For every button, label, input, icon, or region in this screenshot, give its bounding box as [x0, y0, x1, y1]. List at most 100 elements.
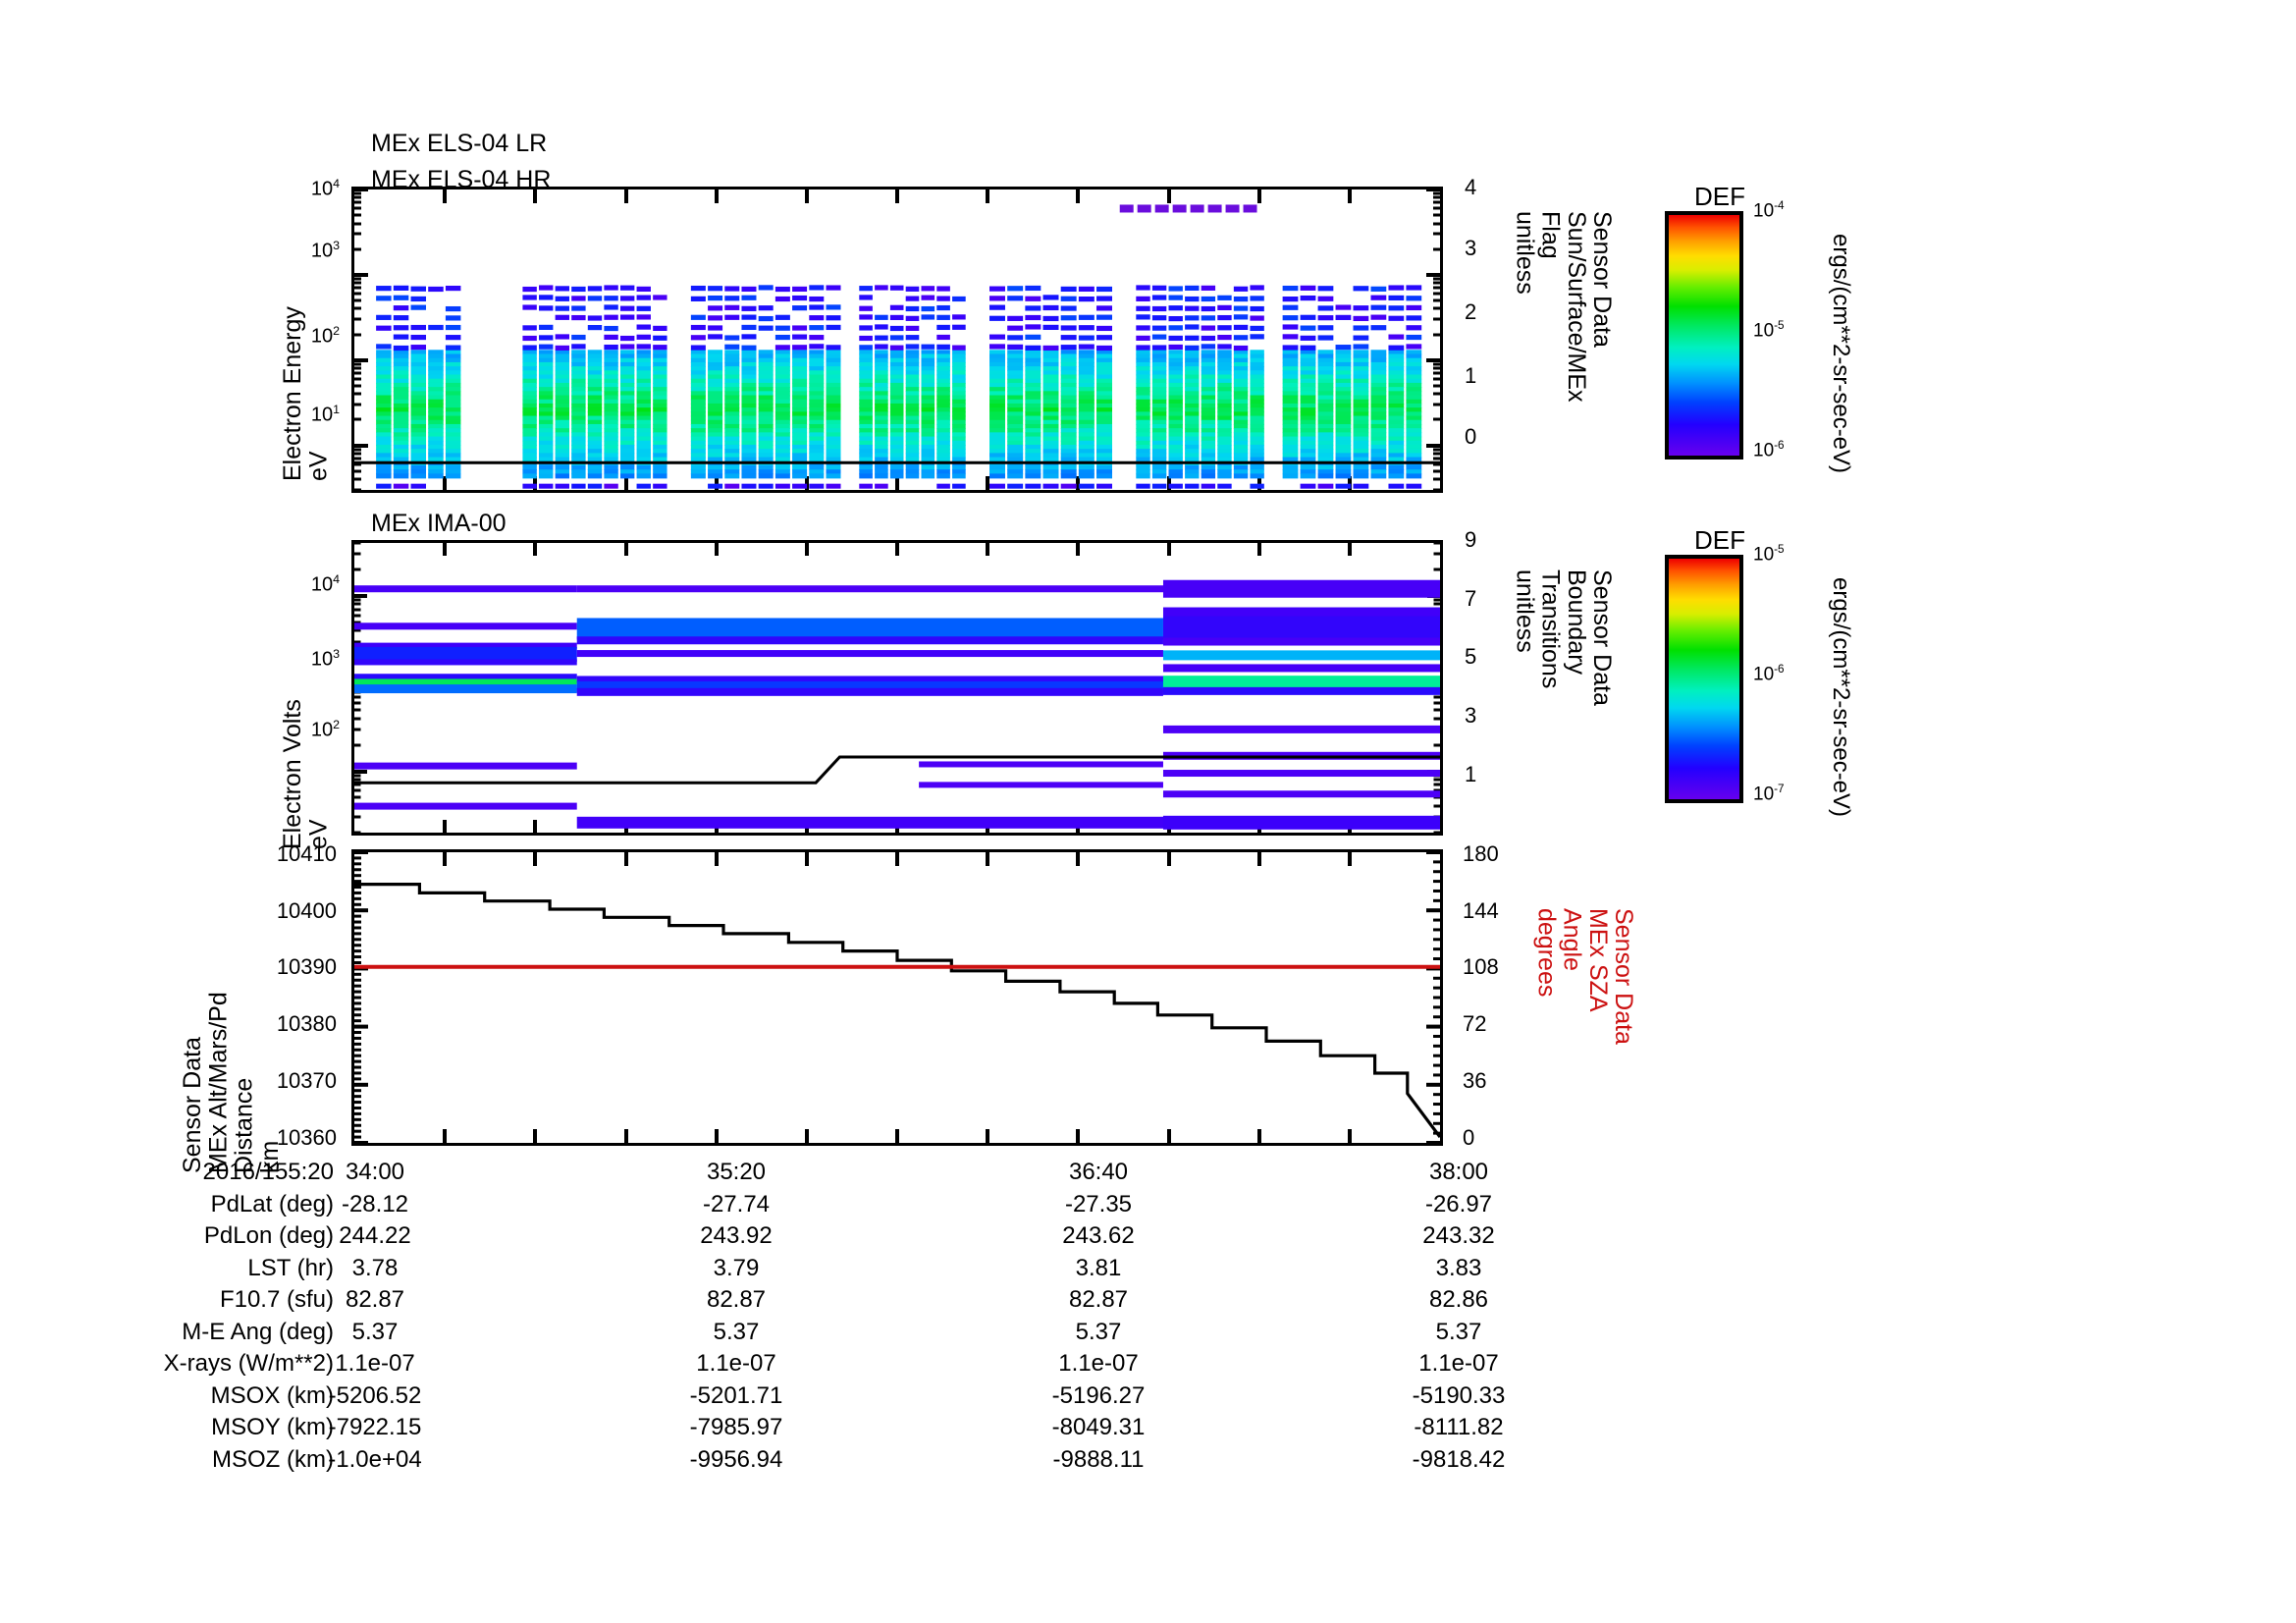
table-cell: -5206.52 — [328, 1381, 422, 1409]
panel2-plot[interactable] — [351, 540, 1443, 836]
panel1-plot[interactable] — [351, 187, 1443, 493]
table-row-label: PdLon (deg) — [203, 1222, 334, 1249]
table-cell: -9818.42 — [1412, 1445, 1506, 1473]
table-row-label: LST (hr) — [247, 1254, 334, 1281]
panel2-spectrogram — [354, 543, 1440, 833]
table-row-label: MSOX (km) — [210, 1381, 334, 1409]
table-cell: -27.35 — [1064, 1190, 1133, 1217]
p2-right-tick-3: 3 — [1465, 703, 1477, 728]
table-cell: 3.78 — [351, 1254, 399, 1281]
colorbar2-tick-1: 10-6 — [1753, 663, 1785, 685]
axis-line: Sensor Data — [1610, 908, 1637, 1045]
table-cell: 82.86 — [1428, 1286, 1489, 1313]
p2-ytick-0: 104 — [310, 572, 340, 596]
colorbar2-tick-0: 10-5 — [1753, 543, 1785, 566]
p2-right-tick-7: 7 — [1465, 586, 1477, 611]
colorbar2-unit: ergs/(cm**2-sr-sec-eV) — [1828, 577, 1855, 818]
p3-right-tick-5: 0 — [1463, 1125, 1475, 1150]
table-row-label: F10.7 (sfu) — [219, 1286, 334, 1313]
colorbar1 — [1665, 211, 1743, 460]
p1-ytick-2: 102 — [310, 324, 340, 348]
table-cell: 1.1e-07 — [696, 1350, 776, 1377]
table-cell: 34:00 — [345, 1159, 405, 1185]
table-cell: -9888.11 — [1052, 1445, 1145, 1473]
panel1-title-lr: MEx ELS-04 LR — [371, 130, 548, 157]
table-cell: 1.1e-07 — [335, 1350, 415, 1377]
table-row-label: MSOZ (km) — [212, 1445, 334, 1473]
table-cell: -28.12 — [341, 1190, 409, 1217]
table-cell: 5.37 — [713, 1318, 760, 1345]
table-row-label: X-rays (W/m**2) — [163, 1350, 334, 1377]
axis-line: unitless — [1511, 569, 1539, 653]
table-row-label: MSOY (km) — [211, 1414, 334, 1440]
axis-line: eV — [304, 451, 333, 481]
table-cell: 82.87 — [706, 1286, 767, 1313]
colorbar1-tick-2: 10-6 — [1753, 439, 1785, 461]
p1-right-tick-3: 3 — [1465, 236, 1477, 260]
p3-ytick-0: 10410 — [276, 841, 337, 866]
table-cell: 244.22 — [339, 1222, 411, 1249]
axis-line: Angle — [1558, 908, 1586, 971]
panel1-left-axis-label: Electron Energy eV — [279, 226, 333, 481]
colorbar1-unit: ergs/(cm**2-sr-sec-eV) — [1828, 234, 1855, 474]
table-row-label: M-E Ang (deg) — [182, 1318, 334, 1345]
p3-ytick-2: 10390 — [276, 954, 337, 979]
p3-right-tick-4: 36 — [1463, 1068, 1487, 1093]
axis-line: Sun/Surface/MEx — [1562, 211, 1590, 403]
table-row-label: 2016/155:20 — [202, 1159, 334, 1185]
table-cell: -9956.94 — [689, 1445, 783, 1473]
axis-line: MEx SZA — [1583, 908, 1612, 1012]
p1-right-tick-0: 0 — [1465, 424, 1477, 449]
panel3-altitude — [354, 852, 1440, 1143]
colorbar1-title: DEF — [1694, 182, 1745, 211]
axis-line: Flag — [1536, 211, 1565, 259]
p3-right-tick-0: 180 — [1463, 841, 1499, 866]
table-cell: 82.87 — [345, 1286, 405, 1313]
table-cell: -5196.27 — [1051, 1381, 1146, 1409]
table-cell: -8049.31 — [1051, 1414, 1146, 1440]
p1-ytick-3: 101 — [310, 403, 340, 426]
p3-right-tick-3: 72 — [1463, 1011, 1487, 1036]
panel3-plot[interactable] — [351, 849, 1443, 1146]
colorbar2-title: DEF — [1694, 525, 1745, 555]
colorbar2 — [1665, 555, 1743, 803]
axis-line: degrees — [1532, 908, 1561, 998]
table-cell: 3.81 — [1075, 1254, 1122, 1281]
table-cell: 36:40 — [1068, 1159, 1129, 1185]
colorbar1-tick-0: 10-4 — [1753, 199, 1785, 222]
table-cell: 5.37 — [1435, 1318, 1482, 1345]
p1-right-tick-2: 2 — [1465, 299, 1477, 324]
axis-line: Sensor Data — [179, 1037, 206, 1173]
p2-ytick-2: 102 — [310, 718, 340, 741]
table-cell: -7922.15 — [328, 1414, 422, 1440]
table-cell: 35:20 — [706, 1159, 767, 1185]
p1-right-tick-4: 4 — [1465, 175, 1477, 199]
axis-line: Boundary — [1562, 569, 1590, 676]
axis-line: Transitions — [1536, 569, 1565, 689]
p1-right-tick-1: 1 — [1465, 363, 1477, 388]
table-cell: 5.37 — [1075, 1318, 1122, 1345]
p3-right-tick-1: 144 — [1463, 898, 1499, 923]
table-cell: 243.62 — [1062, 1222, 1135, 1249]
p2-ytick-1: 103 — [310, 647, 340, 671]
table-cell: -1.0e+04 — [328, 1445, 422, 1473]
table-cell: 3.79 — [713, 1254, 760, 1281]
table-cell: -27.74 — [702, 1190, 771, 1217]
panel2-title: MEx IMA-00 — [371, 510, 507, 537]
panel2-right-axis-label: Sensor Data Boundary Transitions unitles… — [1511, 569, 1616, 815]
panel3-right-axis-label: Sensor Data MEx SZA Angle degrees — [1532, 908, 1637, 1154]
p2-right-tick-5: 5 — [1465, 644, 1477, 669]
axis-line: Sensor Data — [1588, 569, 1616, 706]
axis-line: Sensor Data — [1588, 211, 1616, 348]
p1-ytick-1: 103 — [310, 239, 340, 262]
p3-right-tick-2: 108 — [1463, 954, 1499, 979]
table-cell: 243.92 — [700, 1222, 773, 1249]
table-cell: 1.1e-07 — [1058, 1350, 1139, 1377]
p1-ytick-0: 104 — [310, 177, 340, 200]
table-cell: 243.32 — [1422, 1222, 1495, 1249]
p2-right-tick-9: 9 — [1465, 527, 1477, 552]
p3-ytick-5: 10360 — [276, 1125, 337, 1150]
p2-right-tick-1: 1 — [1465, 762, 1477, 786]
table-cell: 1.1e-07 — [1418, 1350, 1499, 1377]
table-cell: 3.83 — [1435, 1254, 1482, 1281]
